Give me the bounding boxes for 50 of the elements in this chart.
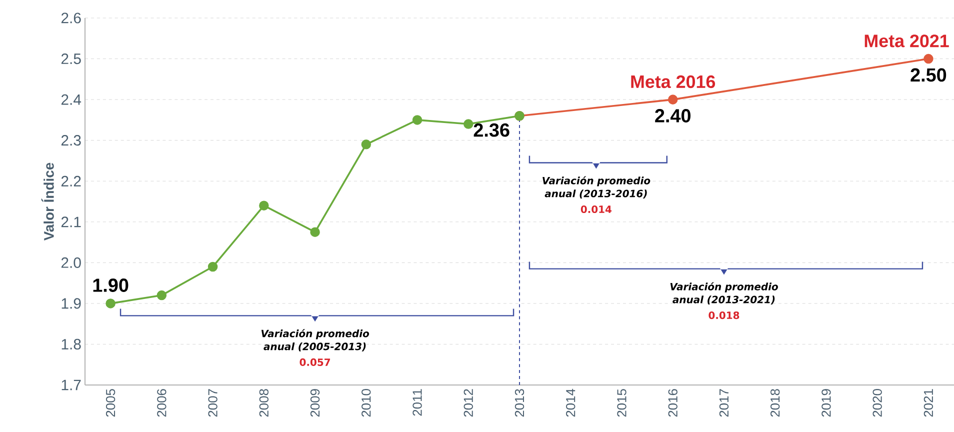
annotation: Variación promedio anual (2013-2016) (542, 176, 650, 198)
x-tick-label: 2005 (106, 389, 116, 417)
y-tick-label: 2.5 (61, 53, 81, 64)
y-tick-label: 2.1 (61, 216, 81, 228)
x-tick-label: 2011 (412, 389, 422, 416)
data-label: 2.50 (910, 68, 946, 82)
y-tick-label: 1.9 (62, 298, 81, 309)
data-label: 2.36 (474, 123, 510, 137)
annotation: Meta 2021 (864, 34, 949, 48)
annotation: Variación promedio anual (2005-2013) (261, 329, 370, 352)
point (310, 227, 320, 237)
y-axis-title: Valor Índice (41, 162, 54, 241)
annotation: Variación promedio anual (2013-2021) (670, 282, 778, 304)
annotation: 0.014 (580, 206, 612, 214)
data-label: 1.90 (93, 278, 128, 292)
x-tick-label: 2013 (514, 389, 524, 417)
x-tick-label: 2017 (719, 389, 729, 417)
point (668, 94, 678, 104)
point (361, 140, 372, 150)
y-tick-label: 2.6 (61, 12, 81, 24)
y-tick-label: 2.2 (61, 176, 81, 186)
point (412, 115, 422, 125)
x-tick-label: 2012 (464, 389, 473, 417)
x-tick-label: 2019 (822, 389, 831, 417)
y-tick-label: 2.3 (61, 135, 81, 146)
y-tick-label: 1.8 (62, 338, 81, 350)
x-tick-label: 2020 (872, 389, 882, 417)
x-tick-label: 2015 (617, 389, 626, 417)
x-tick-label: 2008 (259, 389, 268, 417)
annotation: 0.057 (300, 358, 330, 366)
annotation: Meta 2016 (631, 75, 716, 88)
x-tick-label: 2021 (924, 389, 934, 417)
x-tick-label: 2016 (668, 389, 678, 417)
x-tick-label: 2006 (157, 389, 166, 417)
point (464, 119, 474, 129)
annotation: 0.018 (708, 312, 740, 320)
data-label: 2.40 (655, 109, 690, 122)
x-tick-label: 2007 (208, 389, 218, 417)
point (208, 262, 218, 272)
point (106, 298, 116, 308)
x-tick-label: 2018 (770, 389, 780, 417)
point (156, 290, 167, 300)
y-tick-label: 1.7 (62, 380, 81, 390)
x-tick-label: 2014 (566, 388, 576, 417)
y-tick-label: 2.4 (61, 94, 82, 105)
point (924, 54, 934, 64)
y-tick-label: 2.0 (61, 257, 81, 268)
x-tick-label: 2009 (310, 389, 320, 417)
x-tick-label: 2010 (362, 389, 371, 417)
point (259, 200, 269, 210)
